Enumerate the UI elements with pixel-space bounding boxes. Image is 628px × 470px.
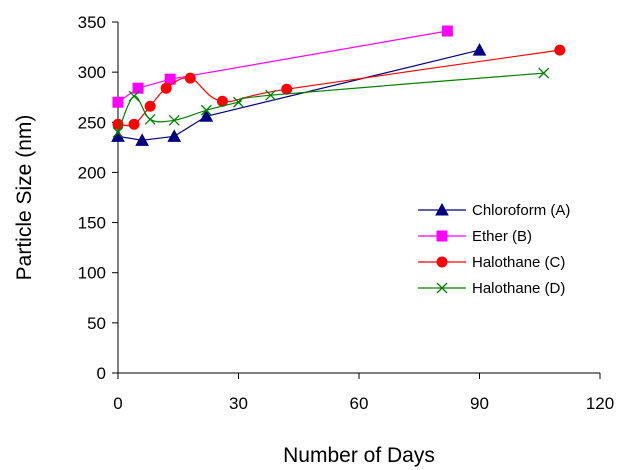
x-tick-label: 30 (229, 394, 248, 413)
x-tick-label: 0 (113, 394, 122, 413)
legend-marker (436, 282, 448, 294)
series-4 (112, 67, 550, 138)
legend-marker (435, 202, 449, 216)
data-point (135, 133, 149, 146)
legend-label: Chloroform (A) (472, 202, 570, 219)
data-point (472, 43, 487, 56)
series-line (117, 72, 544, 133)
data-point (200, 104, 212, 116)
legend-marker (436, 230, 448, 242)
data-point (281, 83, 293, 95)
series-2 (112, 25, 453, 108)
legend-item: Halothane (C) (418, 254, 565, 271)
y-tick-label: 0 (97, 364, 106, 383)
data-point (265, 89, 277, 101)
y-tick-label: 300 (78, 63, 106, 82)
axes: 0 50 100 150 200 250 300 350 0 30 60 90 120 (78, 13, 615, 413)
data-point (167, 129, 182, 142)
data-point (112, 96, 124, 108)
legend-label: Halothane (C) (472, 254, 565, 271)
y-tick-label: 350 (78, 13, 106, 32)
legend-marker (436, 256, 448, 268)
legend-item: Chloroform (A) (418, 202, 570, 219)
data-point (132, 82, 144, 94)
series-line (117, 30, 448, 103)
legend-item: Halothane (D) (418, 280, 565, 297)
data-point (160, 82, 172, 94)
series-layer (111, 25, 566, 146)
data-point (441, 25, 453, 37)
y-tick-label: 100 (78, 264, 106, 283)
data-point (538, 67, 550, 79)
series-1 (111, 43, 487, 146)
data-point (112, 126, 124, 138)
data-point (128, 90, 140, 102)
y-tick-label: 200 (78, 163, 106, 182)
series-line (117, 49, 480, 141)
legend-item: Ether (B) (418, 228, 532, 245)
data-point (184, 72, 196, 84)
data-point (168, 114, 180, 126)
x-tick-label: 90 (470, 394, 489, 413)
data-point (144, 100, 156, 112)
data-point (128, 118, 140, 130)
data-point (144, 113, 156, 125)
y-tick-label: 150 (78, 214, 106, 233)
data-point (199, 109, 214, 122)
data-point (164, 73, 176, 85)
series-line (117, 49, 560, 127)
legend-label: Ether (B) (472, 228, 532, 245)
y-tick-label: 50 (87, 314, 106, 333)
series-3 (112, 44, 566, 130)
y-tick-label: 250 (78, 113, 106, 132)
legend-label: Halothane (D) (472, 280, 565, 297)
x-tick-label: 120 (586, 394, 614, 413)
x-axis-title: Number of Days (283, 444, 435, 467)
x-tick-label: 60 (350, 394, 369, 413)
legend: Chloroform (A) Ether (B) Halothane (C) Halo… (418, 202, 570, 297)
y-axis-title: Particle Size (nm) (13, 115, 36, 281)
data-point (554, 44, 566, 56)
data-point (233, 96, 244, 108)
